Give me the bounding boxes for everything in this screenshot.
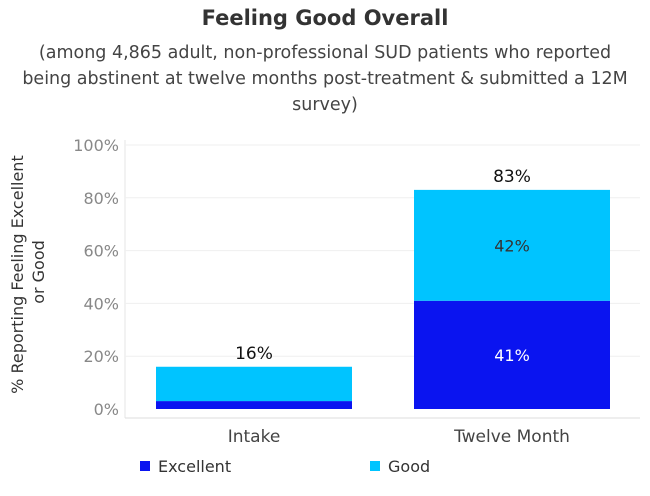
bar-excellent <box>414 300 610 409</box>
y-tick-label: 60% <box>83 242 119 261</box>
chart-subtitle: (among 4,865 adult, non-professional SUD… <box>22 43 628 115</box>
x-category-label: Twelve Month <box>453 427 570 447</box>
x-axis-categories: Intake Twelve Month <box>228 427 570 447</box>
legend-swatch <box>140 461 150 471</box>
legend-swatch <box>370 461 380 471</box>
legend-label: Good <box>388 457 430 476</box>
y-tick-label: 80% <box>83 189 119 208</box>
y-tick-label: 20% <box>83 347 119 366</box>
y-tick-label: 100% <box>73 136 119 155</box>
y-axis-label-line-1: % Reporting Feeling Excellent <box>8 155 27 394</box>
y-tick-label: 40% <box>83 294 119 313</box>
chart-title: Feeling Good Overall <box>201 6 449 30</box>
bar-excellent <box>156 401 352 409</box>
legend-label: Excellent <box>158 457 231 476</box>
bar-good <box>414 189 610 301</box>
legend: Excellent Good <box>140 457 430 476</box>
data-labels: 16% 41% 42% 83% <box>235 167 531 365</box>
y-axis-ticks: 0% 20% 40% 60% 80% 100% <box>73 136 119 419</box>
segment-label: 41% <box>494 346 530 365</box>
y-tick-label: 0% <box>94 400 119 419</box>
y-axis-label-line-2: or Good <box>29 240 48 304</box>
total-label: 83% <box>493 167 531 187</box>
total-label: 16% <box>235 344 273 364</box>
bars <box>156 189 610 409</box>
bar-good <box>156 366 352 402</box>
y-axis-label: % Reporting Feeling Excellent or Good <box>8 150 48 394</box>
segment-label: 42% <box>494 236 530 255</box>
x-category-label: Intake <box>228 427 281 447</box>
